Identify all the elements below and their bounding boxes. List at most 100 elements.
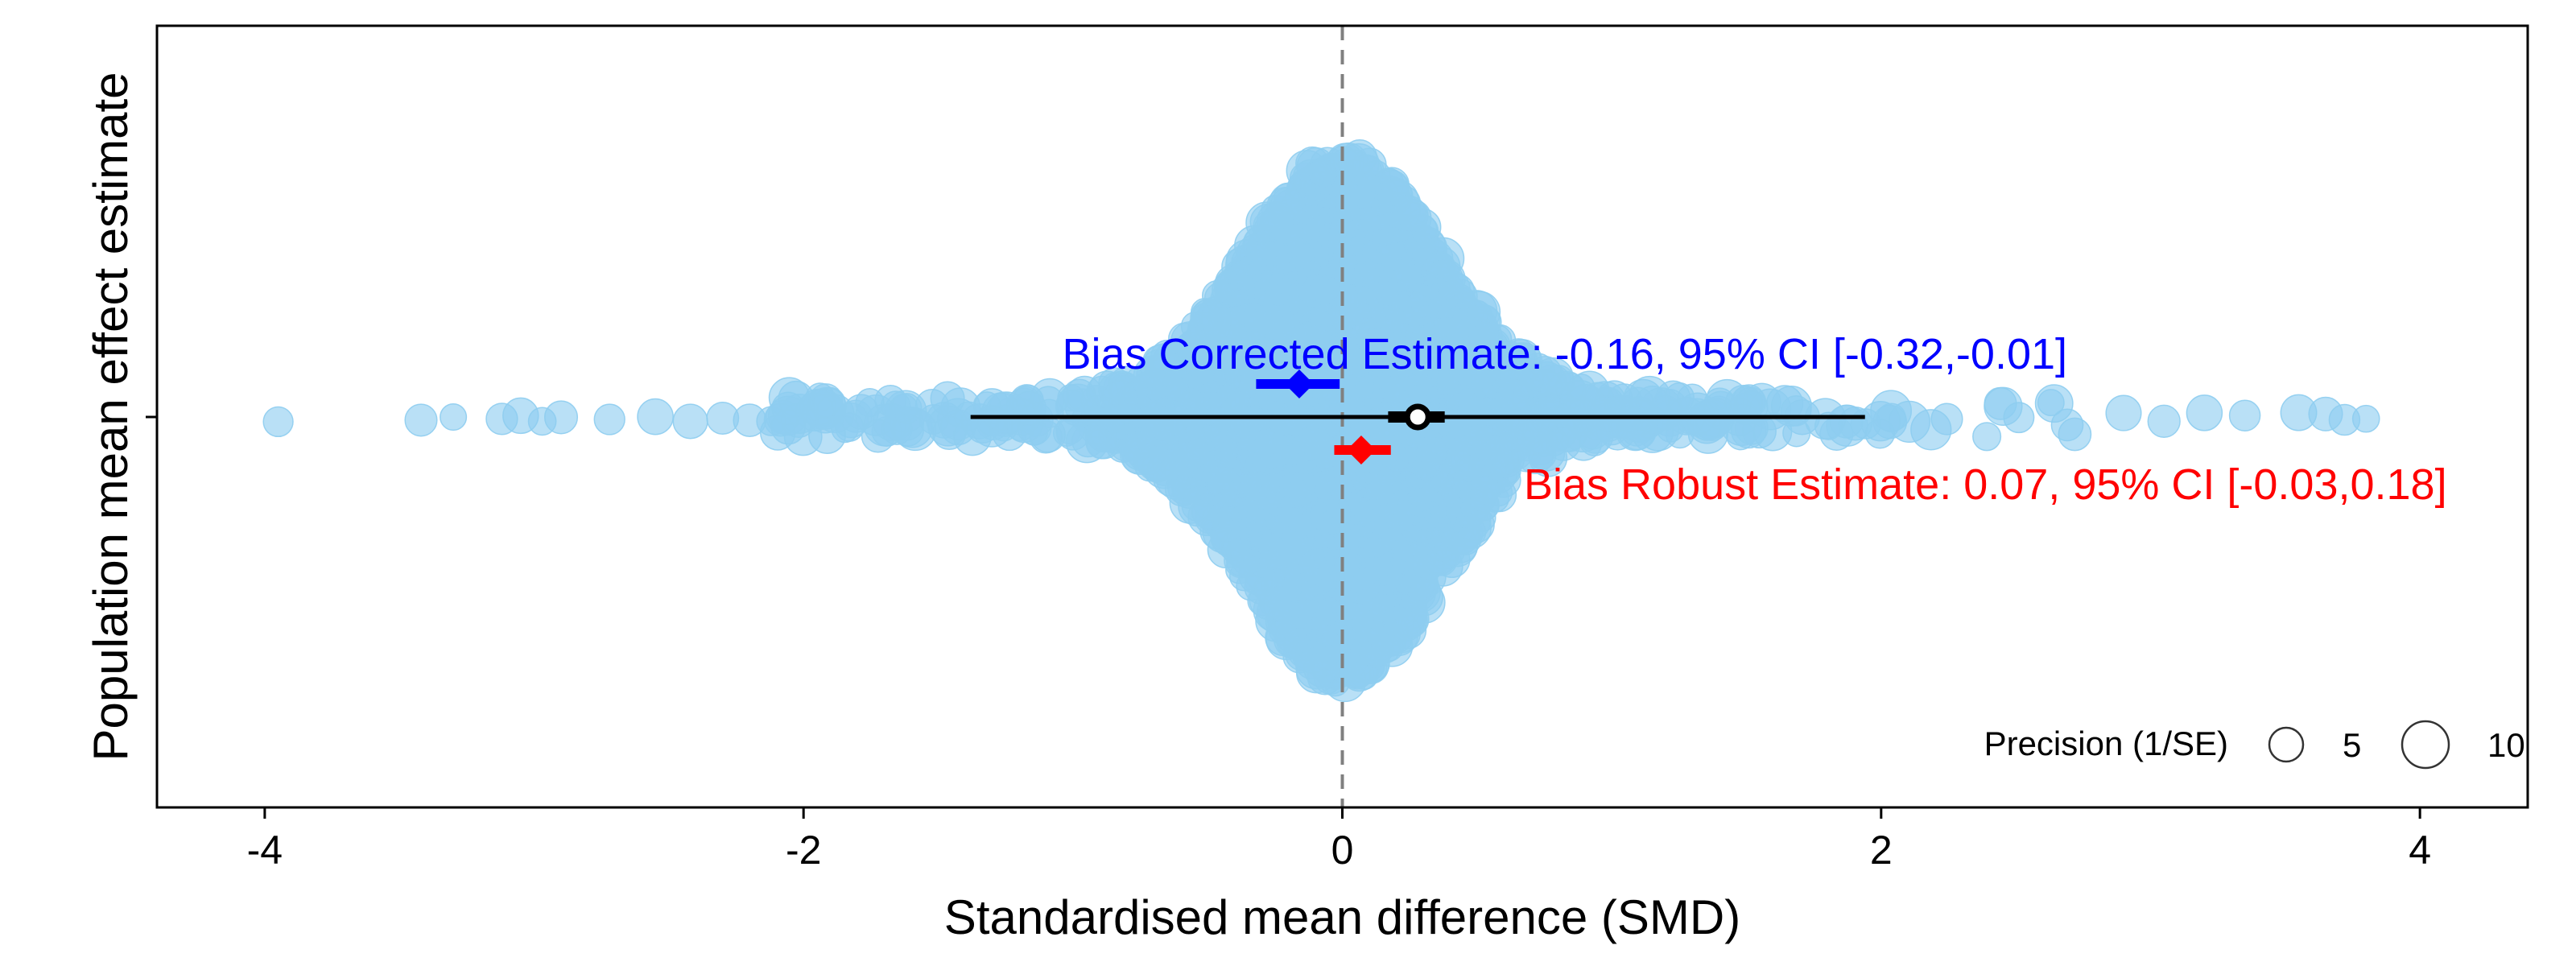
- effect-size-point: [1468, 321, 1501, 353]
- effect-size-point: [1226, 260, 1257, 291]
- effect-size-point: [1063, 378, 1096, 413]
- effect-size-point: [1516, 420, 1552, 456]
- effect-size-point: [1782, 419, 1811, 448]
- effect-size-point: [1245, 201, 1288, 245]
- effect-size-point: [1371, 625, 1414, 667]
- effect-size-point: [440, 403, 468, 431]
- effect-size-point: [1307, 159, 1337, 188]
- effect-size-point: [1343, 661, 1372, 690]
- effect-size-point: [1196, 423, 1224, 452]
- effect-size-point: [756, 406, 786, 436]
- effect-size-point: [593, 403, 625, 436]
- effect-size-point: [930, 381, 965, 416]
- effect-size-point: [1159, 416, 1187, 444]
- effect-size-point: [1472, 397, 1503, 427]
- effect-size-point: [543, 400, 579, 435]
- x-axis-label: Standardised mean difference (SMD): [944, 890, 1740, 944]
- effect-size-point: [1274, 222, 1318, 266]
- x-tick-label: -2: [786, 828, 821, 873]
- effect-size-point: [637, 398, 674, 436]
- effect-size-point: [1364, 553, 1397, 586]
- legend-entry-label: 5: [2343, 726, 2361, 764]
- legend-size-circle: [2268, 726, 2305, 763]
- effect-size-point: [768, 377, 811, 419]
- effect-size-point: [1471, 476, 1500, 505]
- effect-size-point: [1279, 471, 1316, 508]
- effect-size-point: [2034, 384, 2074, 423]
- effect-size-point: [2228, 399, 2261, 431]
- effect-size-point: [1348, 173, 1384, 209]
- effect-size-point: [1409, 283, 1443, 318]
- x-tick-label: 2: [1870, 828, 1893, 873]
- effect-size-point: [1313, 597, 1342, 626]
- effect-size-point: [1417, 436, 1448, 467]
- effect-size-point: [1972, 422, 2002, 452]
- effect-size-point: [1133, 443, 1166, 476]
- effect-size-point: [1282, 601, 1312, 630]
- effect-size-point: [1311, 494, 1351, 535]
- effect-size-point: [1404, 230, 1436, 262]
- effect-size-point: [1308, 274, 1340, 305]
- x-axis: -4 -2 0 2 4: [247, 807, 2431, 873]
- effect-size-point: [1289, 322, 1332, 365]
- effect-size-point: [1838, 407, 1873, 441]
- effect-size-point: [1412, 549, 1444, 581]
- bias-corrected-diamond: [1284, 369, 1314, 398]
- effect-size-points: [262, 139, 2380, 703]
- effect-size-point: [1298, 547, 1335, 584]
- effect-size-point: [953, 417, 992, 456]
- effect-size-point: [672, 403, 708, 440]
- effect-size-point: [1274, 435, 1307, 467]
- effect-size-point: [1362, 590, 1395, 623]
- effect-size-point: [1097, 404, 1133, 440]
- effect-size-point: [1231, 500, 1273, 542]
- bias-corrected-label: Bias Corrected Estimate: -0.16, 95% CI […: [1062, 330, 2067, 378]
- effect-size-point: [1655, 380, 1691, 416]
- legend-size-circle: [2401, 720, 2450, 770]
- effect-size-point: [262, 406, 294, 438]
- precision-legend: Precision (1/SE) 5 10: [1984, 720, 2525, 770]
- x-tick-label: 4: [2409, 828, 2431, 873]
- effect-size-point: [808, 416, 846, 454]
- effect-size-point: [1365, 469, 1402, 506]
- bias-robust-label: Bias Robust Estimate: 0.07, 95% CI [-0.0…: [1524, 460, 2447, 509]
- effect-size-point: [1588, 395, 1626, 432]
- legend-entry-label: 10: [2487, 726, 2525, 764]
- effect-size-point: [1280, 282, 1313, 315]
- effect-size-point: [1032, 386, 1064, 418]
- bias-robust-group: Bias Robust Estimate: 0.07, 95% CI [-0.0…: [1334, 436, 2447, 509]
- effect-size-point: [1138, 367, 1171, 400]
- y-axis-label: Population mean effect estimate: [84, 72, 138, 761]
- legend-title: Precision (1/SE): [1984, 724, 2228, 762]
- effect-size-point: [1984, 386, 2023, 426]
- effect-size-point: [1656, 415, 1685, 443]
- overall-estimate-point: [1404, 403, 1431, 431]
- effect-size-point: [2351, 404, 2380, 433]
- x-tick-label: -4: [247, 828, 283, 873]
- effect-size-point: [404, 403, 438, 437]
- effect-size-point: [1409, 325, 1437, 353]
- effect-size-point: [1405, 487, 1448, 530]
- effect-size-point: [1327, 390, 1366, 428]
- effect-size-point: [1230, 303, 1271, 343]
- effect-size-point: [1254, 339, 1289, 374]
- effect-size-point: [855, 394, 898, 436]
- effect-size-point: [1476, 434, 1505, 464]
- effect-size-point: [1888, 400, 1931, 444]
- bias-robust-diamond: [1346, 436, 1376, 464]
- x-tick-label: 0: [1331, 828, 1354, 873]
- effect-size-point: [2147, 404, 2181, 438]
- effect-size-point: [1686, 400, 1727, 440]
- effect-size-point: [2105, 394, 2142, 431]
- effect-size-point: [1730, 386, 1763, 419]
- effect-size-point: [1279, 404, 1311, 436]
- effect-size-point: [2186, 394, 2223, 431]
- effect-size-point: [1546, 426, 1581, 461]
- overall-estimate-group: [970, 403, 1865, 431]
- effect-size-point: [2058, 417, 2092, 452]
- bias-corrected-group: Bias Corrected Estimate: -0.16, 95% CI […: [1062, 330, 2067, 398]
- effect-size-point: [1354, 253, 1386, 285]
- effect-size-point: [1186, 356, 1216, 386]
